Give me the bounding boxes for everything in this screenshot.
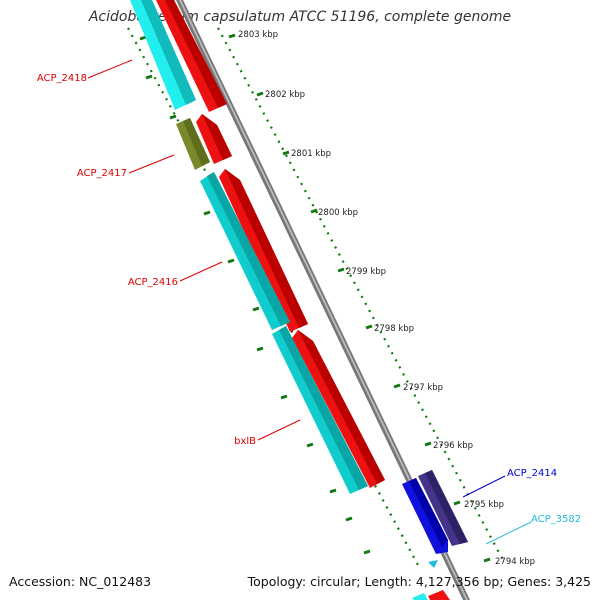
cds-acp-2417-olive-shade (183, 118, 210, 166)
cds-acp-2417-forward-shade (202, 114, 232, 160)
ruler-label: 2796 kbp (433, 441, 473, 451)
gene-label-bxlb: bxlB (234, 436, 256, 447)
cds-acp-2418-forward-shade (165, 0, 227, 108)
ruler-label: 2803 kbp (238, 30, 278, 40)
summary-text: Topology: circular; Length: 4,127,356 bp… (247, 574, 591, 589)
cds-acp-2414-blue-shade (409, 478, 448, 547)
ruler-label: 2798 kbp (374, 324, 414, 334)
lower-cds (402, 470, 468, 568)
ruler-labels: 2803 kbp 2802 kbp 2801 kbp 2800 kbp 2799… (238, 30, 535, 567)
gene-label-acp-2417: ACP_2417 (77, 168, 127, 179)
ruler-label: 2802 kbp (265, 90, 305, 100)
ruler-label: 2795 kbp (464, 500, 504, 510)
ruler-label: 2797 kbp (403, 383, 443, 393)
cds-lower-forward (428, 590, 450, 600)
ruler-label: 2801 kbp (291, 149, 331, 159)
accession-text: Accession: NC_012483 (9, 574, 152, 589)
ruler-ticks-right (228, 33, 491, 563)
ruler-label: 2799 kbp (346, 267, 386, 277)
backbone-highlight (179, 0, 468, 600)
map-title: Acidobacterium capsulatum ATCC 51196, co… (88, 9, 512, 25)
cds-acp-3582-marker (428, 560, 438, 568)
label-leaders (87, 59, 532, 545)
gene-labels: ACP_2418 ACP_2417 ACP_2416 bxlB ACP_2414… (37, 73, 581, 525)
gene-label-acp-2418: ACP_2418 (37, 73, 87, 84)
cds-lower-reverse (412, 593, 428, 600)
cds-bxlb-forward-shade (298, 330, 385, 484)
cds-bxlb-reverse-shade (279, 326, 368, 490)
reverse-strand-cds (130, 0, 428, 600)
ruler-label: 2794 kbp (495, 557, 535, 567)
gene-label-acp-2416: ACP_2416 (128, 277, 178, 288)
cds-acp-2416-forward-shade (225, 169, 308, 328)
forward-strand-cds (156, 0, 450, 600)
ruler-label: 2800 kbp (318, 208, 358, 218)
cds-acp-2414-navy-shade (425, 470, 468, 544)
ruler-ticks-left (139, 35, 371, 555)
cds-acp-2416-reverse-shade (207, 172, 290, 326)
gene-label-acp-3582: ACP_3582 (531, 514, 581, 525)
gene-label-acp-2414: ACP_2414 (507, 468, 557, 479)
cds-acp-2418-reverse-shade (141, 0, 196, 105)
